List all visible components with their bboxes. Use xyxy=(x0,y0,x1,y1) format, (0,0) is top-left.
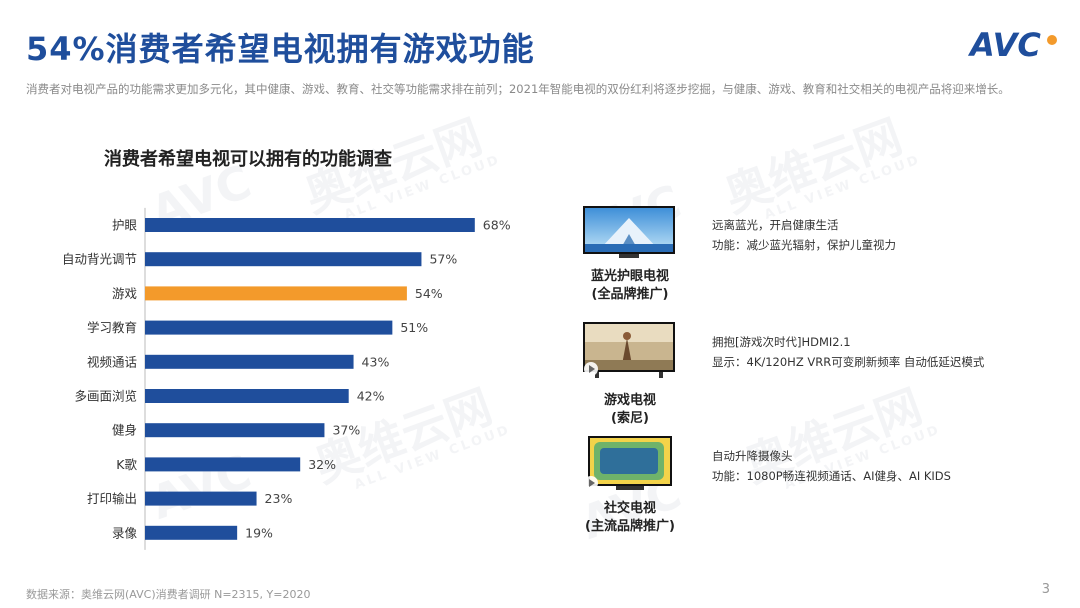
tv-gaming-details: 拥抱[游戏次时代]HDMI2.1 显示：4K/120HZ VRR可变刷新频率 自… xyxy=(712,335,985,369)
bar xyxy=(145,252,422,267)
category-label: 视频通话 xyxy=(87,354,137,369)
tv-social-details: 自动升降摄像头 功能：1080P畅连视频通话、AI健身、AI KIDS xyxy=(712,449,951,483)
category-label: 自动背光调节 xyxy=(62,252,137,267)
value-label: 57% xyxy=(429,252,457,267)
bar xyxy=(145,423,325,438)
tv-gaming-caption: 游戏电视 (索尼) xyxy=(603,393,656,426)
value-label: 42% xyxy=(357,389,385,404)
svg-text:AVC: AVC xyxy=(968,26,1041,64)
value-label: 32% xyxy=(308,457,336,472)
bar xyxy=(145,491,257,506)
bar xyxy=(145,525,238,540)
page-subtitle: 消费者对电视产品的功能需求更加多元化，其中健康、游戏、教育、社交等功能需求排在前… xyxy=(26,82,1010,96)
data-source: 数据来源：奥维云网(AVC)消费者调研 N=2315, Y=2020 xyxy=(26,588,311,601)
category-label: 健身 xyxy=(112,423,137,438)
tv-gaming-image xyxy=(581,320,677,380)
tv-eyecare-image xyxy=(581,204,677,260)
play-icon[interactable] xyxy=(584,362,598,376)
category-label: 多画面浏览 xyxy=(74,389,137,404)
page-title: 54%消费者希望电视拥有游戏功能 xyxy=(26,30,535,68)
value-label: 68% xyxy=(483,218,511,233)
value-label: 51% xyxy=(400,320,428,335)
page-number: 3 xyxy=(1041,582,1050,597)
category-label: K歌 xyxy=(116,457,137,472)
value-label: 19% xyxy=(245,525,273,540)
category-label: 护眼 xyxy=(112,218,138,233)
category-label: 学习教育 xyxy=(87,320,137,335)
value-label: 23% xyxy=(265,491,293,506)
chart-title: 消费者希望电视可以拥有的功能调查 xyxy=(104,149,392,170)
bar-chart: 护眼 68% 自动背光调节 57% 游戏 54% 学习教育 51% 视频通话 43% 多画面浏览 42… xyxy=(62,207,511,550)
value-label: 37% xyxy=(332,423,360,438)
bar xyxy=(145,320,393,335)
category-label: 游戏 xyxy=(112,286,137,301)
watermark-en: ALL VIEW CLOUD xyxy=(762,152,924,223)
tv-social-caption: 社交电视 (主流品牌推广) xyxy=(585,501,675,534)
avc-logo: AVC xyxy=(968,26,1057,64)
tv-eyecare-caption: 蓝光护眼电视 (全品牌推广) xyxy=(590,269,669,302)
bar xyxy=(145,218,475,232)
tv-social-image xyxy=(586,434,674,494)
value-label: 43% xyxy=(362,354,390,369)
bar xyxy=(145,457,301,472)
watermark-cn: 奥维云网 xyxy=(717,108,909,223)
category-label: 录像 xyxy=(112,525,138,540)
category-label: 打印输出 xyxy=(87,491,137,506)
play-icon[interactable] xyxy=(584,476,598,490)
bar xyxy=(145,354,354,369)
value-label: 54% xyxy=(415,286,443,301)
tv-eyecare-details: 远离蓝光，开启健康生活 功能：减少蓝光辐射，保护儿童视力 xyxy=(712,218,896,252)
bar xyxy=(145,389,349,403)
bar xyxy=(145,286,407,301)
